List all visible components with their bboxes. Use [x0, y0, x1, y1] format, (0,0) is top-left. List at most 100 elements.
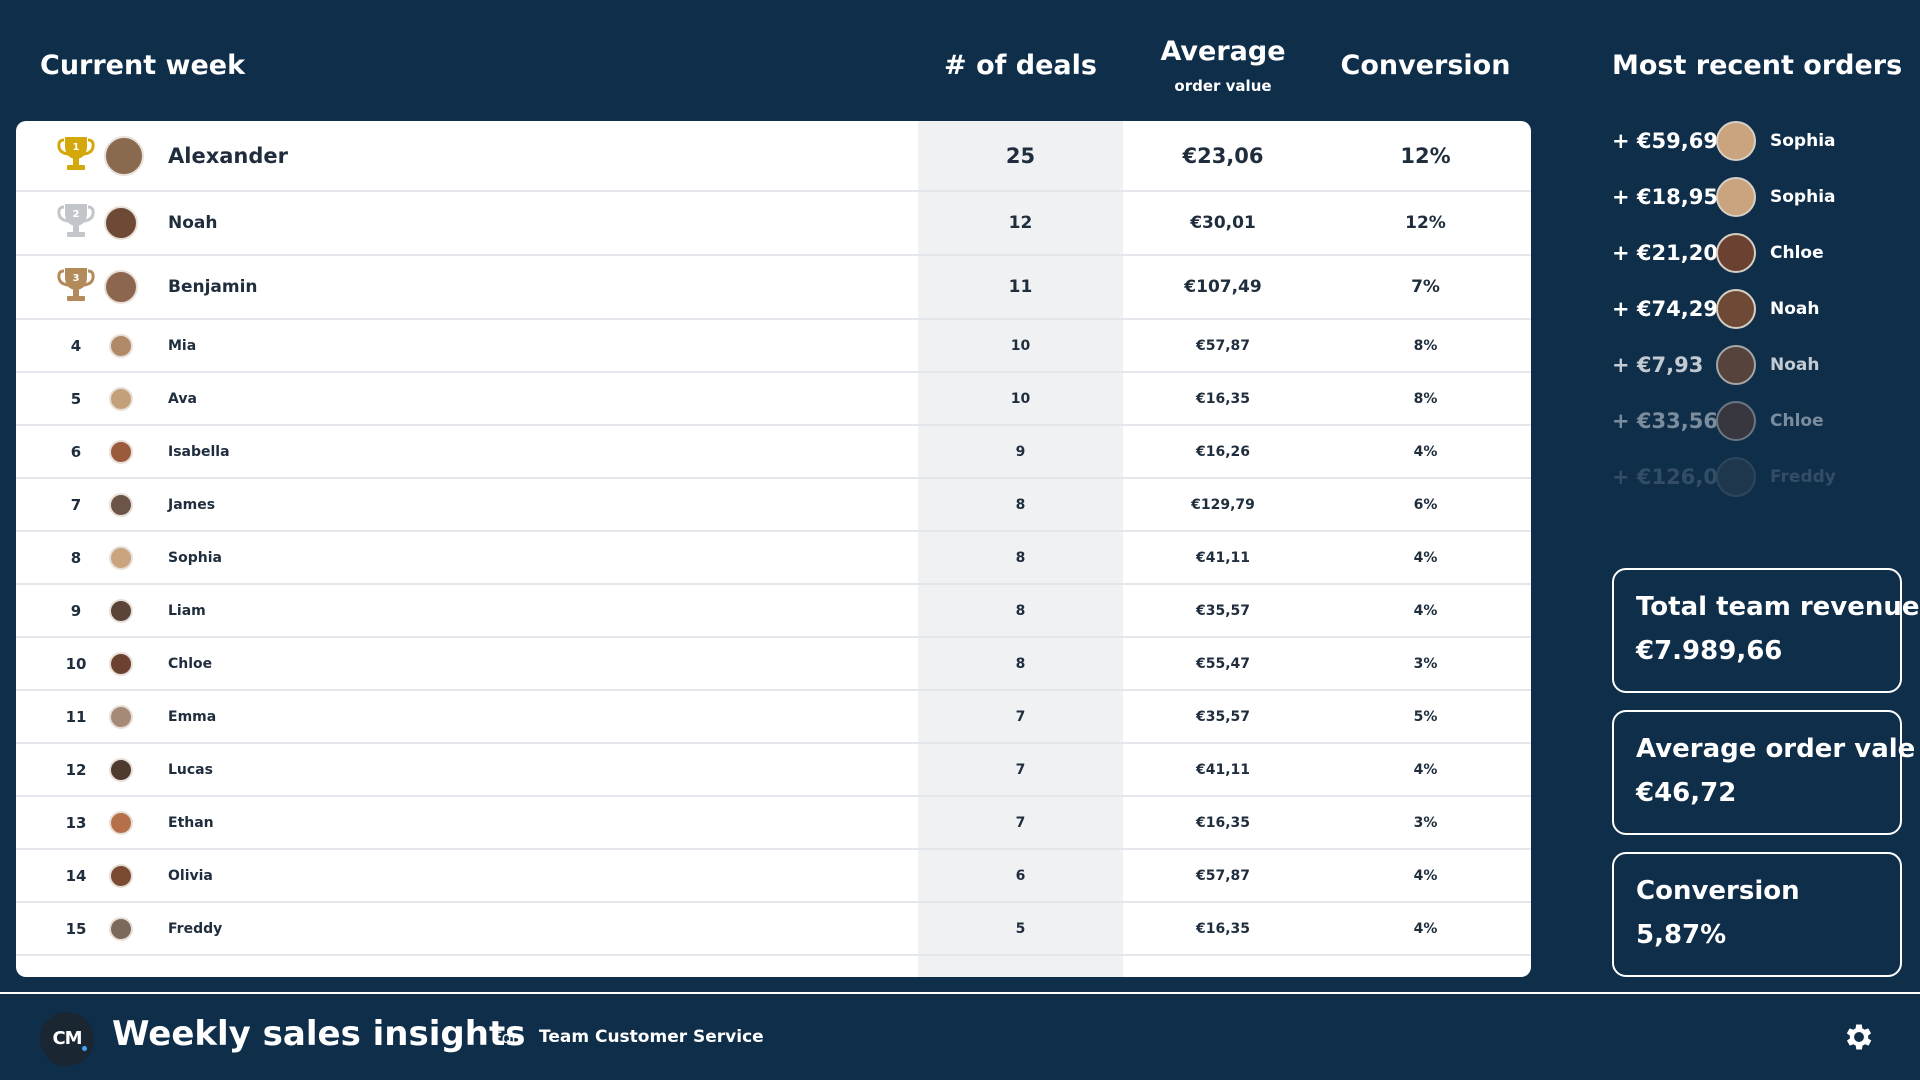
rank-number: 7: [70, 495, 82, 514]
avatar: [1716, 289, 1756, 329]
avatar: [104, 135, 144, 176]
seller-name: Isabella: [168, 443, 230, 460]
order-amount: + €18,95: [1612, 185, 1718, 209]
seller-name: Ava: [168, 390, 197, 407]
deals-count: 7: [1015, 761, 1026, 778]
column-header-conversion: Conversion: [1340, 50, 1511, 81]
seller-name: Liam: [168, 602, 206, 619]
conversion-rate: 4%: [1413, 920, 1438, 937]
trophy-icon: 1: [56, 136, 96, 176]
conversion-rate: 12%: [1400, 143, 1451, 168]
footer-divider: [0, 992, 1920, 994]
logo-text: CM: [52, 1028, 82, 1049]
deals-count: 25: [1005, 143, 1036, 168]
column-header-average-sub: order value: [1174, 77, 1272, 95]
avatar: [109, 492, 133, 517]
table-row: 7 James 8 €129,79 6%: [16, 479, 1531, 532]
svg-text:1: 1: [73, 142, 80, 153]
recent-order-item: + €7,93 Noah: [1612, 343, 1912, 387]
recent-orders-title: Most recent orders: [1612, 50, 1903, 81]
seller-name: Chloe: [168, 655, 213, 672]
conversion-rate: 4%: [1413, 443, 1438, 460]
avatar: [109, 333, 133, 358]
deals-count: 5: [1015, 920, 1026, 937]
conversion-rate: 12%: [1405, 213, 1446, 233]
table-row: 5 Ava 10 €16,35 8%: [16, 373, 1531, 426]
order-amount: + €59,69: [1612, 129, 1718, 153]
seller-name: Freddy: [168, 920, 223, 937]
deals-count: 6: [1015, 867, 1026, 884]
avatar: [1716, 345, 1756, 385]
avatar: [1716, 401, 1756, 441]
seller-name: Alexander: [168, 143, 288, 168]
seller-name: Sophia: [168, 549, 222, 566]
kpi-card: Conversion 5,87%: [1612, 852, 1902, 977]
avatar: [109, 863, 133, 888]
conversion-rate: 8%: [1413, 337, 1438, 354]
conversion-rate: 8%: [1413, 390, 1438, 407]
table-row: 12 Lucas 7 €41,11 4%: [16, 744, 1531, 797]
deals-count: 7: [1015, 814, 1026, 831]
deals-count: 7: [1015, 708, 1026, 725]
conversion-rate: 6%: [1413, 496, 1438, 513]
column-header-average-label: Average: [1160, 36, 1286, 67]
conversion-rate: 4%: [1413, 761, 1438, 778]
rank-number: 10: [65, 654, 87, 673]
rank-number: 8: [70, 548, 82, 567]
average-order-value: €30,01: [1190, 213, 1256, 233]
recent-order-item: + €18,95 Sophia: [1612, 175, 1912, 219]
avatar: [109, 386, 133, 411]
table-row: 15 Freddy 5 €16,35 4%: [16, 903, 1531, 956]
avatar: [109, 439, 133, 464]
table-header: Current week # of deals Average order va…: [0, 0, 1540, 120]
avatar: [104, 270, 138, 304]
trophy-icon: 3: [56, 267, 96, 307]
kpi-value: 5,87%: [1636, 920, 1727, 950]
deals-count: 11: [1008, 277, 1033, 297]
kpi-label: Total team revenue: [1636, 592, 1920, 622]
rank-number: 15: [65, 919, 87, 938]
gear-icon[interactable]: [1842, 1020, 1876, 1054]
avatar: [1716, 177, 1756, 217]
table-row: 1 Alexander 25 €23,06 12%: [16, 121, 1531, 192]
avatar: [109, 545, 133, 570]
cm-logo: CM: [40, 1012, 94, 1066]
order-amount: + €21,20: [1612, 241, 1718, 265]
column-header-average: Average order value: [1123, 36, 1323, 95]
rank-number: 12: [65, 760, 87, 779]
deals-count: 12: [1008, 213, 1033, 233]
rank-number: 9: [70, 601, 82, 620]
deals-count: 9: [1015, 443, 1026, 460]
avatar: [109, 916, 133, 941]
table-row: 9 Liam 8 €35,57 4%: [16, 585, 1531, 638]
avatar: [109, 810, 133, 835]
recent-order-item: + €126,07 Freddy: [1612, 455, 1912, 499]
average-order-value: €41,11: [1195, 549, 1251, 566]
kpi-label: Average order vale: [1636, 734, 1916, 764]
average-order-value: €16,35: [1195, 814, 1251, 831]
deals-count: 8: [1015, 496, 1026, 513]
avatar: [104, 206, 138, 240]
conversion-rate: 5%: [1413, 708, 1438, 725]
table-row: 6 Isabella 9 €16,26 4%: [16, 426, 1531, 479]
deals-count: 8: [1015, 549, 1026, 566]
conversion-rate: 4%: [1413, 867, 1438, 884]
trophy-icon: 2: [56, 203, 96, 243]
rank-number: 13: [65, 813, 87, 832]
footer-team-name: Team Customer Service: [539, 1027, 764, 1047]
average-order-value: €107,49: [1184, 277, 1262, 297]
recent-order-item: + €21,20 Chloe: [1612, 231, 1912, 275]
column-header-deals: # of deals: [944, 50, 1097, 81]
table-row: 13 Ethan 7 €16,35 3%: [16, 797, 1531, 850]
order-seller-name: Chloe: [1770, 243, 1824, 263]
table-row: 2 Noah 12 €30,01 12%: [16, 192, 1531, 256]
avatar: [109, 598, 133, 623]
seller-name: Ethan: [168, 814, 214, 831]
average-order-value: €55,47: [1195, 655, 1251, 672]
kpi-card: Total team revenue €7.989,66: [1612, 568, 1920, 693]
page-title: Current week: [40, 50, 246, 81]
average-order-value: €35,57: [1195, 602, 1251, 619]
conversion-rate: 3%: [1413, 655, 1438, 672]
average-order-value: €57,87: [1195, 337, 1251, 354]
order-seller-name: Freddy: [1770, 467, 1836, 487]
